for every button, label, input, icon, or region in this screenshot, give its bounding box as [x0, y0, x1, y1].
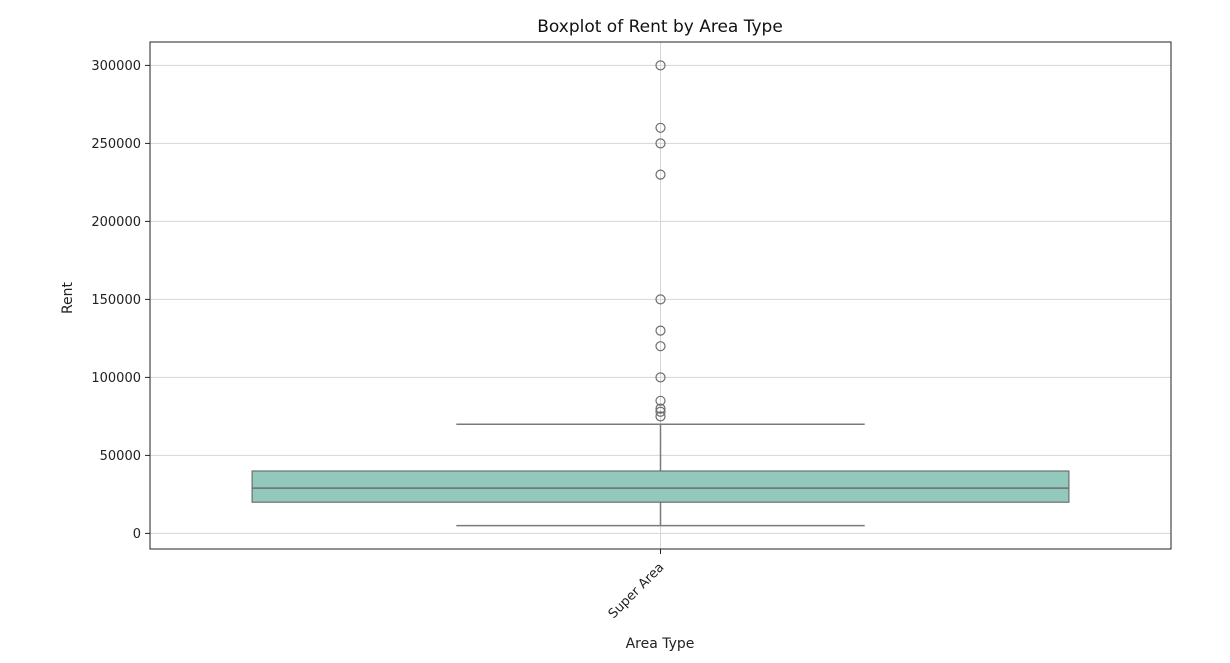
- y-axis-ticks: 0 50000 100000 150000 200000 250000 300000: [91, 59, 150, 542]
- x-axis-ticks: Super Area: [606, 549, 668, 622]
- outlier-point: [655, 138, 666, 149]
- outlier-point: [655, 169, 666, 180]
- outlier-point: [655, 403, 666, 414]
- outlier-point: [655, 395, 666, 406]
- x-axis-label: Area Type: [626, 636, 695, 652]
- y-tick-label: 50000: [100, 449, 141, 464]
- outlier-point: [655, 411, 666, 422]
- outlier-point: [655, 122, 666, 133]
- y-axis-label: Rent: [60, 281, 76, 314]
- y-tick-label: 300000: [91, 59, 141, 74]
- outlier-point: [655, 341, 666, 352]
- boxplot-series: [251, 60, 1070, 527]
- outlier-point: [655, 406, 666, 417]
- outlier-point: [655, 372, 666, 383]
- outlier-point: [655, 294, 666, 305]
- outlier-point: [655, 325, 666, 336]
- y-tick-label: 0: [133, 527, 141, 542]
- box-group: [251, 60, 1070, 527]
- grid-lines: [150, 42, 1171, 549]
- chart-title: Boxplot of Rent by Area Type: [537, 17, 783, 37]
- iqr-box: [251, 470, 1070, 503]
- y-tick-label: 150000: [91, 293, 141, 308]
- y-tick-label: 100000: [91, 371, 141, 386]
- outlier-point: [655, 60, 666, 71]
- y-tick-label: 200000: [91, 215, 141, 230]
- y-tick-label: 250000: [91, 137, 141, 152]
- x-tick-label: Super Area: [606, 560, 668, 622]
